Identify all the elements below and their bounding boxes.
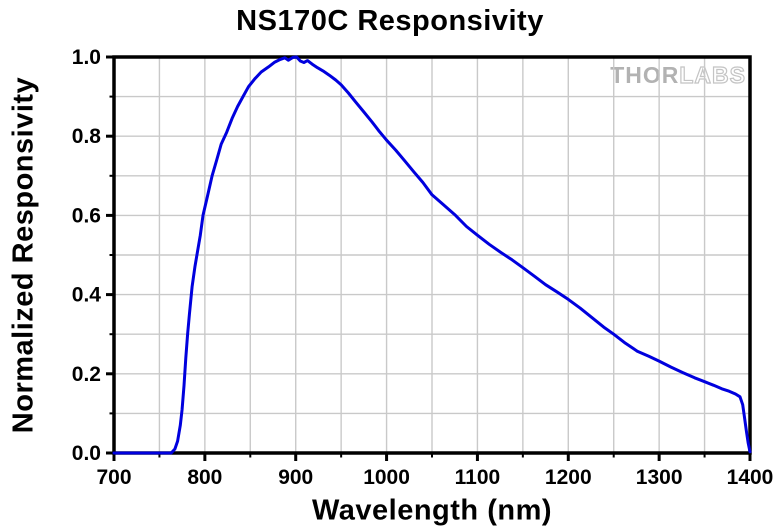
thorlabs-watermark: THORLABS <box>610 61 746 89</box>
x-tick-label: 1100 <box>455 466 501 489</box>
y-tick-label: 0.8 <box>72 125 102 148</box>
x-tick-label: 1400 <box>727 466 774 489</box>
thorlabs-watermark-labs: LABS <box>679 61 746 88</box>
x-axis-label: Wavelength (nm) <box>311 494 553 527</box>
x-tick-label: 1000 <box>363 466 410 489</box>
y-tick-label: 0.0 <box>72 442 101 465</box>
axis-ticks <box>106 55 752 461</box>
x-tick-label: 700 <box>96 466 131 489</box>
y-tick-label: 0.4 <box>72 284 102 307</box>
thorlabs-watermark-thor: THOR <box>610 62 680 88</box>
tick-labels: 700 800 900 1000 1100 1200 1300 1400 0.0 0.2 0.4 0.… <box>72 46 774 489</box>
y-tick-label: 0.2 <box>72 363 101 386</box>
responsivity-curve <box>112 55 752 455</box>
x-tick-label: 800 <box>187 466 222 489</box>
gridlines <box>114 57 750 453</box>
y-tick-label: 0.6 <box>72 204 101 227</box>
chart-title: NS170C Responsivity <box>236 5 544 37</box>
x-tick-label: 1200 <box>545 466 592 489</box>
x-tick-label: 900 <box>278 466 313 489</box>
x-tick-label: 1300 <box>636 466 683 489</box>
y-tick-label: 1.0 <box>72 46 101 69</box>
